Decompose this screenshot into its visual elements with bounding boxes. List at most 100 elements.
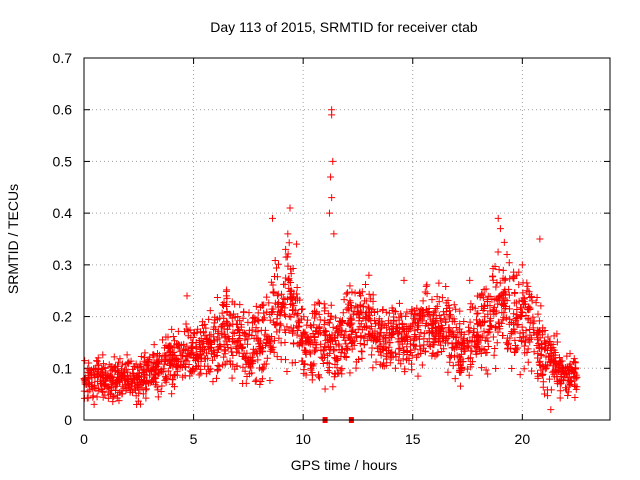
- data-point: [302, 338, 310, 346]
- data-point: [456, 307, 464, 315]
- data-point: [434, 322, 442, 330]
- data-point: [398, 319, 406, 327]
- data-point: [122, 366, 130, 374]
- data-point: [400, 325, 408, 333]
- data-point: [213, 348, 221, 356]
- data-point: [547, 406, 555, 414]
- data-point: [210, 333, 218, 341]
- data-point: [477, 350, 485, 358]
- data-point: [553, 338, 561, 346]
- data-point: [392, 353, 400, 361]
- data-point: [95, 361, 103, 369]
- data-point: [471, 342, 479, 350]
- data-point: [85, 369, 93, 377]
- data-point: [423, 338, 431, 346]
- data-point: [408, 360, 416, 368]
- data-point: [486, 293, 494, 301]
- data-point: [508, 364, 516, 372]
- data-point: [342, 328, 350, 336]
- data-point: [505, 291, 513, 299]
- data-point: [306, 340, 314, 348]
- data-point: [234, 313, 242, 321]
- data-point: [134, 372, 142, 380]
- data-point: [260, 309, 268, 317]
- data-point: [371, 320, 379, 328]
- data-point: [533, 342, 541, 350]
- data-point: [457, 382, 465, 390]
- data-point: [223, 325, 231, 333]
- data-point: [435, 311, 443, 319]
- data-point: [567, 377, 575, 385]
- data-point: [563, 363, 571, 371]
- data-point: [466, 327, 474, 335]
- data-point: [534, 334, 542, 342]
- data-point: [332, 355, 340, 363]
- data-point: [496, 325, 504, 333]
- data-point: [300, 313, 308, 321]
- data-point: [444, 339, 452, 347]
- data-point: [183, 342, 191, 350]
- data-point: [546, 338, 554, 346]
- data-point: [498, 319, 506, 327]
- data-point: [392, 308, 400, 316]
- data-point: [377, 342, 385, 350]
- data-point: [544, 333, 552, 341]
- data-point: [124, 381, 132, 389]
- data-point: [276, 320, 284, 328]
- data-point: [165, 342, 173, 350]
- data-point: [464, 342, 472, 350]
- data-point: [359, 303, 367, 311]
- data-point: [449, 362, 457, 370]
- data-point: [338, 318, 346, 326]
- data-point: [184, 332, 192, 340]
- data-point: [294, 318, 302, 326]
- data-point: [553, 378, 561, 386]
- data-point: [358, 326, 366, 334]
- data-point: [382, 353, 390, 361]
- data-point: [388, 333, 396, 341]
- data-point: [315, 310, 323, 318]
- data-point: [93, 357, 101, 365]
- data-point: [176, 347, 184, 355]
- data-point: [452, 323, 460, 331]
- data-point: [287, 270, 295, 278]
- data-point: [268, 333, 276, 341]
- y-tick-label: 0.4: [53, 205, 73, 221]
- x-tick-label: 0: [80, 431, 88, 447]
- data-point: [308, 369, 316, 377]
- data-point: [294, 326, 302, 334]
- data-point: [566, 350, 574, 358]
- data-point: [84, 388, 92, 396]
- data-point: [174, 357, 182, 365]
- data-point: [503, 251, 511, 259]
- data-point: [414, 325, 422, 333]
- data-point: [239, 328, 247, 336]
- data-point: [201, 355, 209, 363]
- data-point: [378, 323, 386, 331]
- data-point: [345, 333, 353, 341]
- data-point: [518, 312, 526, 320]
- data-point: [348, 328, 356, 336]
- data-point: [257, 377, 265, 385]
- data-point: [421, 347, 429, 355]
- data-point: [322, 337, 330, 345]
- data-point: [377, 351, 385, 359]
- data-point: [147, 367, 155, 375]
- data-point: [231, 300, 239, 308]
- data-point: [500, 238, 508, 246]
- data-point: [444, 368, 452, 376]
- data-point: [540, 390, 548, 398]
- data-point: [282, 328, 290, 336]
- data-point: [256, 342, 264, 350]
- data-point: [321, 304, 329, 312]
- data-point: [263, 336, 271, 344]
- data-point: [181, 347, 189, 355]
- data-point: [487, 323, 495, 331]
- data-point: [269, 281, 277, 289]
- data-point: [340, 331, 348, 339]
- data-point: [520, 295, 528, 303]
- data-point: [519, 279, 527, 287]
- data-point: [382, 308, 390, 316]
- y-tick-label: 0.1: [53, 360, 73, 376]
- data-point: [89, 392, 97, 400]
